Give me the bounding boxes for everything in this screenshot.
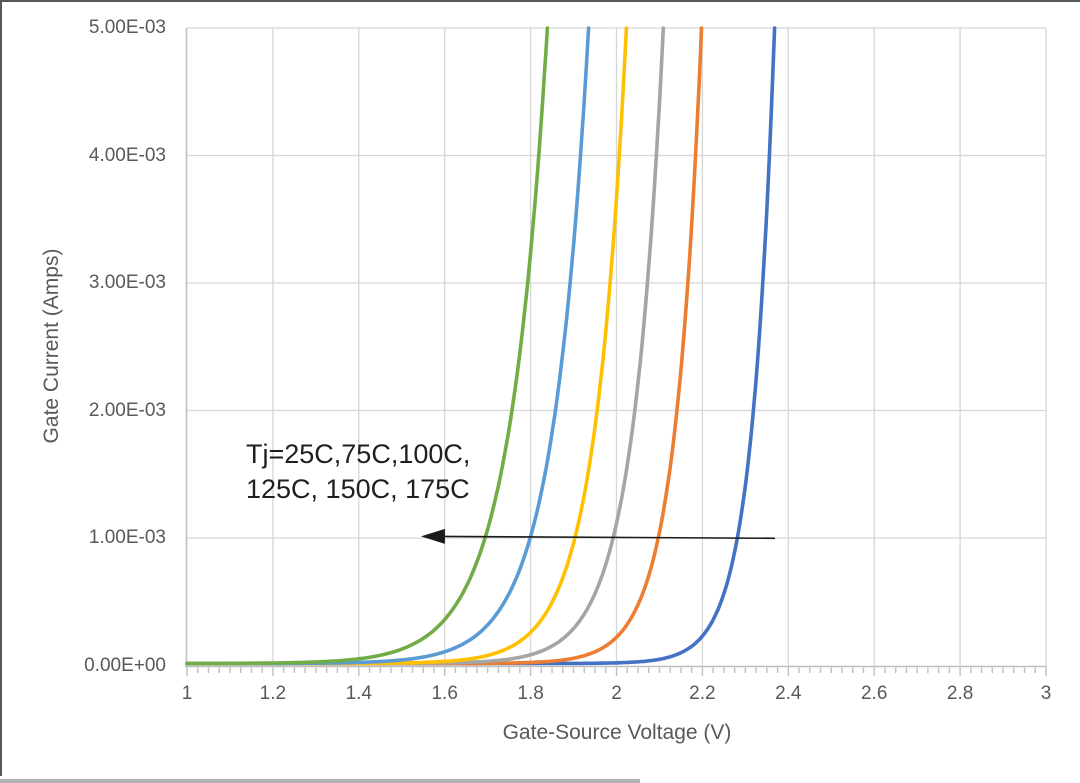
curve-tj-175c — [185, 26, 550, 666]
x-tick-label: 2.2 — [689, 683, 716, 704]
window-bottom-edge — [0, 779, 640, 783]
x-tick-label: 1.2 — [259, 683, 287, 704]
y-tick-label: 5.00E-03 — [88, 17, 166, 38]
x-tick-label: 1.6 — [431, 683, 458, 704]
x-tick-label: 2.8 — [946, 683, 974, 704]
y-tick-label: 3.00E-03 — [88, 272, 166, 293]
x-tick-label: 1.4 — [345, 683, 372, 704]
annotation-line-2: 125C, 150C, 175C — [246, 474, 470, 504]
temperature-annotation: Tj=25C,75C,100C, 125C, 150C, 175C — [246, 437, 470, 507]
curve-tj-100c — [185, 26, 666, 666]
curve-tj-125c — [185, 26, 629, 666]
y-tick-label: 2.00E-03 — [88, 399, 166, 421]
annotation-arrowhead-left-icon — [420, 528, 445, 544]
x-tick-label: 2 — [611, 683, 622, 704]
x-tick-label: 1.8 — [517, 683, 544, 704]
annotation-line-1: Tj=25C,75C,100C, — [246, 439, 471, 469]
annotation-arrow-shaft — [442, 535, 775, 540]
x-tick-label: 2.6 — [860, 683, 888, 704]
y-tick-label: 1.00E-03 — [88, 527, 166, 548]
x-tick-label: 2.4 — [775, 683, 802, 704]
x-axis-title: Gate-Source Voltage (V) — [502, 721, 732, 744]
y-tick-label: 0.00E+00 — [84, 654, 166, 676]
window-left-edge — [0, 0, 2, 776]
x-tick-label: 3 — [1040, 683, 1052, 704]
window-top-edge — [0, 0, 1080, 2]
y-tick-label: 4.00E-03 — [88, 144, 166, 166]
curve-tj-150c — [185, 26, 591, 666]
x-tick-label: 1 — [181, 683, 193, 704]
curve-tj-25c — [185, 26, 777, 666]
